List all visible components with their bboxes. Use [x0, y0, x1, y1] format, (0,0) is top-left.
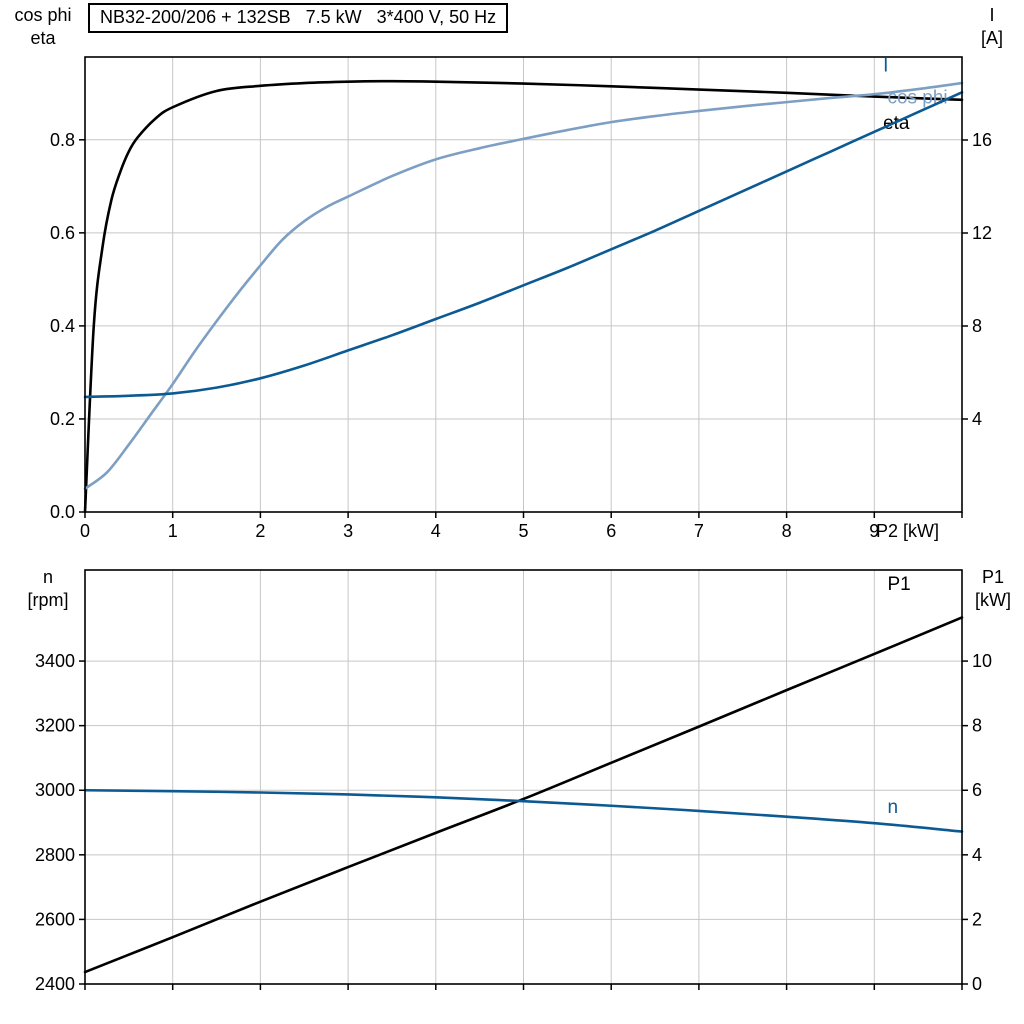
bottom-left-axis-title-line2: [rpm]	[27, 590, 69, 610]
right-axis-title-line2: [A]	[980, 28, 1003, 48]
bottom-left-axis-title-line1: n	[42, 567, 53, 587]
series-P1-curve	[83, 616, 964, 974]
x-tick-label: 1	[168, 521, 178, 541]
right-tick-label: 8	[972, 716, 982, 736]
bottom-chart-left-axis-title: n [rpm]	[14, 566, 82, 612]
bottom-chart-right-axis-title: P1 [kW]	[968, 566, 1018, 612]
left-tick-label: 2800	[35, 845, 75, 865]
series-cos_phi-label: cos phi	[887, 88, 947, 109]
left-tick-label: 2400	[35, 974, 75, 994]
series-I-curve	[83, 91, 964, 399]
right-tick-label: 2	[972, 909, 982, 929]
x-tick-label: 5	[518, 521, 528, 541]
x-tick-label: 2	[255, 521, 265, 541]
x-tick-label: 4	[431, 521, 441, 541]
x-tick-label: 6	[606, 521, 616, 541]
right-tick-label: 0	[972, 974, 982, 994]
left-tick-label: 3400	[35, 651, 75, 671]
right-tick-label: 12	[972, 223, 992, 243]
series-P1-label: P1	[887, 574, 910, 595]
x-tick-label: 0	[80, 521, 90, 541]
left-axis-title-line1: cos phi	[14, 5, 72, 25]
left-tick-label: 0.0	[50, 502, 75, 522]
series-n-label: n	[887, 797, 898, 818]
x-tick-label: 9	[869, 521, 879, 541]
subchart-1: P1 n 2400 2600 2800 3000 3200 3400 0 2 4 6 8 10	[35, 569, 992, 994]
right-tick-label: 10	[972, 651, 992, 671]
bottom-right-axis-title-line1: P1	[981, 567, 1005, 587]
left-tick-label: 2600	[35, 909, 75, 929]
top-chart-right-axis-title: I [A]	[968, 4, 1016, 50]
right-tick-label: 4	[972, 409, 982, 429]
top-chart-x-axis-label: P2 [kW]	[876, 521, 940, 541]
series-n-curve	[83, 788, 964, 833]
right-tick-label: 4	[972, 845, 982, 865]
left-tick-label: 0.2	[50, 409, 75, 429]
left-tick-label: 3200	[35, 716, 75, 736]
chart-title-box: NB32-200/206 + 132SB 7.5 kW 3*400 V, 50 …	[88, 3, 509, 33]
top-chart-left-axis-title: cos phi eta	[4, 4, 82, 50]
left-tick-label: 0.8	[50, 130, 75, 150]
bottom-right-axis-title-line2: [kW]	[975, 590, 1011, 610]
x-tick-label: 3	[343, 521, 353, 541]
x-tick-label: 8	[782, 521, 792, 541]
right-tick-label: 8	[972, 316, 982, 336]
series-cos_phi-curve	[83, 81, 964, 491]
left-tick-label: 3000	[35, 780, 75, 800]
right-tick-label: 6	[972, 780, 982, 800]
left-tick-label: 0.6	[50, 223, 75, 243]
series-I-label: I	[883, 55, 888, 76]
left-tick-label: 0.4	[50, 316, 75, 336]
left-axis-title-line2: eta	[30, 28, 56, 48]
right-tick-label: 16	[972, 130, 992, 150]
right-axis-title-line1: I	[989, 5, 995, 25]
x-tick-label: 7	[694, 521, 704, 541]
series-eta-curve	[83, 79, 964, 514]
